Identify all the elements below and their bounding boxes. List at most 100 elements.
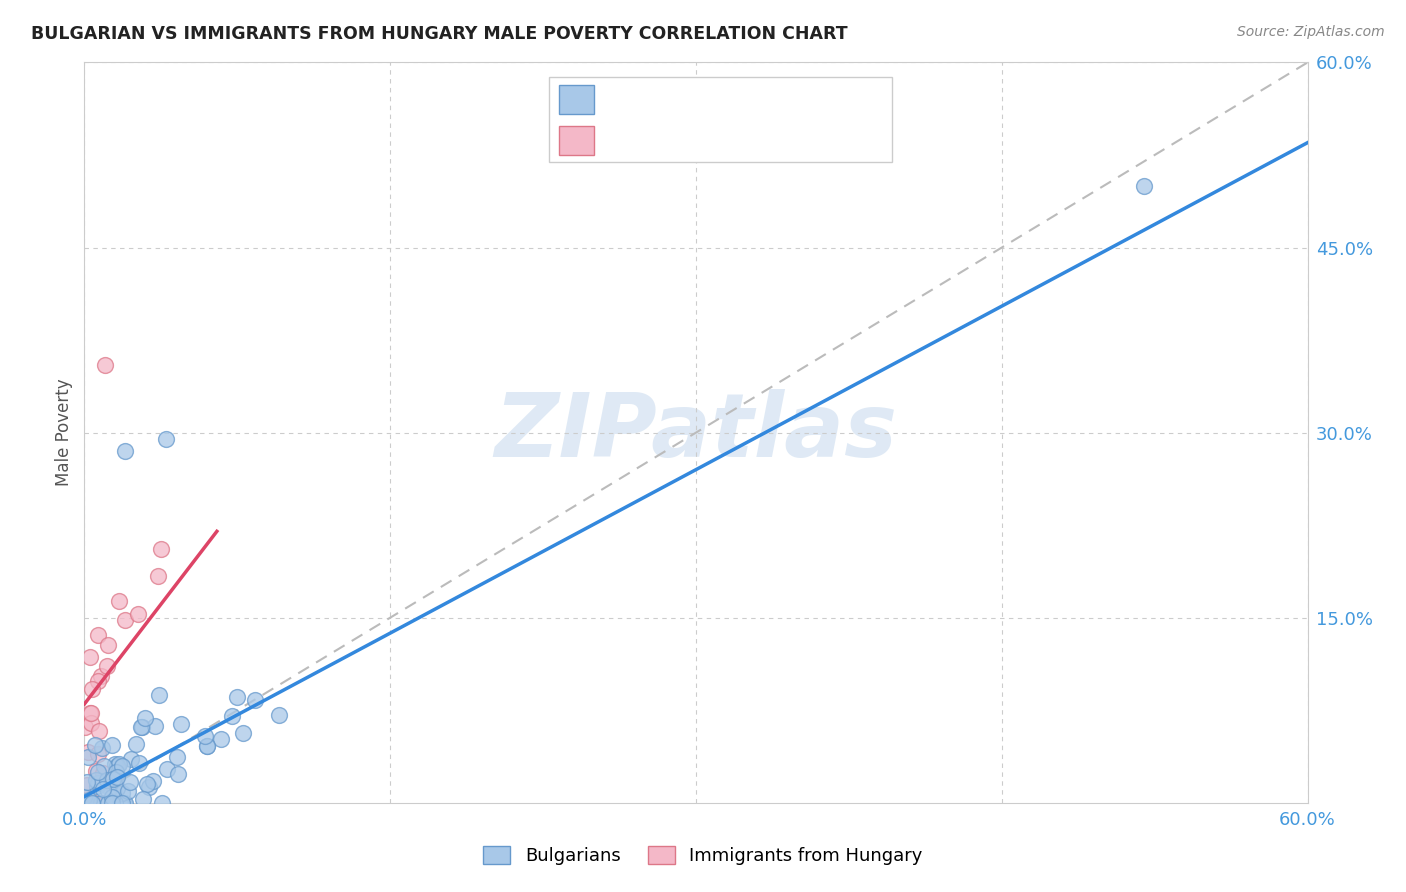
Point <box>169 716 191 731</box>
Point <box>195 739 218 753</box>
Point <box>117 784 139 798</box>
Point <box>96 659 118 673</box>
Point <box>221 708 243 723</box>
Point <box>97 780 120 794</box>
Point <box>75 720 97 734</box>
Point <box>127 607 149 621</box>
Point <box>76 746 98 760</box>
Point <box>84 764 107 778</box>
Point <box>111 796 134 810</box>
Point <box>80 716 103 731</box>
Text: BULGARIAN VS IMMIGRANTS FROM HUNGARY MALE POVERTY CORRELATION CHART: BULGARIAN VS IMMIGRANTS FROM HUNGARY MAL… <box>31 25 848 43</box>
Point <box>1133 178 1156 193</box>
Point <box>90 796 112 810</box>
Point <box>97 796 120 810</box>
Point <box>87 673 110 688</box>
Point <box>120 751 142 765</box>
Point <box>150 796 173 810</box>
Point <box>77 796 100 810</box>
Point <box>87 747 110 762</box>
Point <box>114 796 136 810</box>
Point <box>90 740 112 755</box>
Point <box>156 762 179 776</box>
Point <box>267 707 290 722</box>
Point <box>129 720 152 734</box>
Point <box>91 782 114 797</box>
Point <box>80 796 103 810</box>
Point <box>100 738 122 752</box>
Point <box>83 738 105 752</box>
Point <box>138 780 160 794</box>
Text: ZIPatlas: ZIPatlas <box>495 389 897 476</box>
Point <box>114 613 136 627</box>
Point <box>91 766 114 780</box>
Point <box>80 706 103 721</box>
Y-axis label: Male Poverty: Male Poverty <box>55 379 73 486</box>
Point <box>167 766 190 780</box>
Point <box>105 758 128 772</box>
Point <box>134 711 156 725</box>
Point <box>243 693 266 707</box>
Point <box>124 737 146 751</box>
Point <box>108 796 131 810</box>
Point <box>107 594 129 608</box>
Point <box>93 358 115 372</box>
Point <box>97 638 120 652</box>
Point <box>111 759 134 773</box>
Point <box>195 739 218 754</box>
Point <box>97 784 120 798</box>
Point <box>87 628 110 642</box>
Point <box>112 796 135 810</box>
Point <box>82 682 104 697</box>
Point <box>79 792 101 806</box>
Point <box>105 770 128 784</box>
Point <box>79 650 101 665</box>
Point <box>84 772 107 787</box>
Point <box>101 772 124 786</box>
Legend: Bulgarians, Immigrants from Hungary: Bulgarians, Immigrants from Hungary <box>474 837 932 874</box>
Point <box>86 779 108 793</box>
Point <box>76 749 98 764</box>
Point <box>93 759 115 773</box>
Point <box>194 729 217 743</box>
Point <box>209 731 232 746</box>
Point <box>104 757 127 772</box>
Point <box>101 790 124 805</box>
Point <box>100 796 122 810</box>
Point <box>80 796 103 810</box>
Point <box>76 774 98 789</box>
Point <box>75 796 97 810</box>
Point <box>132 791 155 805</box>
Point <box>114 444 136 458</box>
Point <box>77 796 100 810</box>
Point <box>90 669 112 683</box>
Point <box>79 706 101 720</box>
Point <box>148 688 170 702</box>
Point <box>155 432 177 446</box>
Point <box>150 541 173 556</box>
Point <box>87 764 110 779</box>
Point <box>76 778 98 792</box>
Point <box>148 569 170 583</box>
Point <box>142 774 165 789</box>
Point <box>111 786 134 800</box>
Point <box>107 757 129 772</box>
Point <box>87 723 110 738</box>
Point <box>232 726 254 740</box>
Point <box>104 764 127 779</box>
Point <box>128 756 150 770</box>
Point <box>226 690 249 704</box>
Point <box>86 776 108 790</box>
Point <box>136 777 159 791</box>
Point <box>166 749 188 764</box>
Point <box>107 781 129 796</box>
Point <box>73 790 96 805</box>
Point <box>103 783 125 797</box>
Point <box>120 774 142 789</box>
Point <box>108 796 131 810</box>
Point <box>104 796 127 810</box>
Point <box>83 796 105 810</box>
Text: Source: ZipAtlas.com: Source: ZipAtlas.com <box>1237 25 1385 39</box>
Point <box>96 772 118 787</box>
Point <box>131 720 153 734</box>
